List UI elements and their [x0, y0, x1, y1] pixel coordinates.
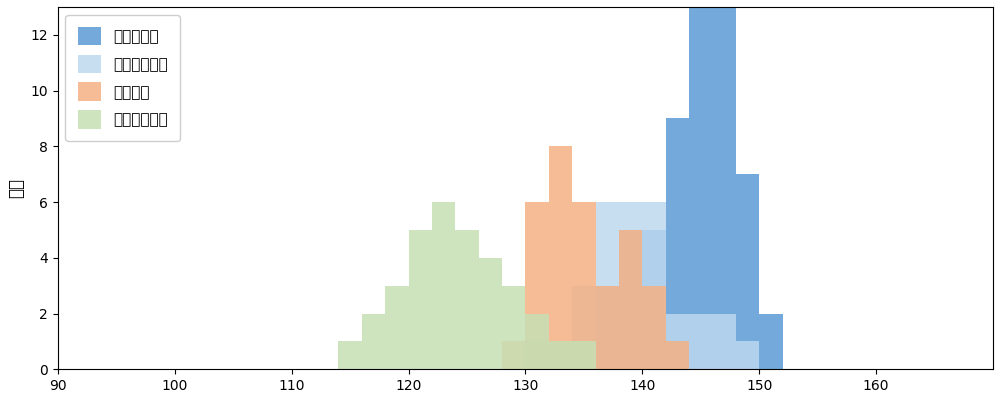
Bar — [736, 342, 759, 369]
Bar — [759, 314, 783, 369]
Bar — [596, 202, 619, 369]
Bar — [642, 230, 666, 369]
Bar — [619, 202, 642, 369]
Bar — [479, 258, 502, 369]
Bar — [689, 0, 712, 369]
Bar — [432, 202, 455, 369]
Bar — [736, 174, 759, 369]
Bar — [666, 118, 689, 369]
Bar — [549, 342, 572, 369]
Bar — [596, 286, 619, 369]
Bar — [455, 230, 479, 369]
Bar — [572, 286, 596, 369]
Bar — [525, 314, 549, 369]
Bar — [549, 342, 572, 369]
Bar — [502, 286, 525, 369]
Bar — [619, 230, 642, 369]
Bar — [572, 202, 596, 369]
Bar — [502, 342, 525, 369]
Bar — [666, 342, 689, 369]
Bar — [619, 230, 642, 369]
Bar — [525, 202, 549, 369]
Bar — [596, 286, 619, 369]
Bar — [642, 286, 666, 369]
Bar — [525, 342, 549, 369]
Bar — [572, 342, 596, 369]
Bar — [712, 0, 736, 369]
Bar — [409, 230, 432, 369]
Bar — [549, 146, 572, 369]
Bar — [666, 314, 689, 369]
Bar — [385, 286, 409, 369]
Bar — [338, 342, 362, 369]
Bar — [642, 202, 666, 369]
Bar — [689, 314, 712, 369]
Bar — [712, 314, 736, 369]
Bar — [362, 314, 385, 369]
Y-axis label: 球数: 球数 — [7, 178, 25, 198]
Legend: ストレート, カットボール, フォーク, パワーカーブ: ストレート, カットボール, フォーク, パワーカーブ — [65, 14, 180, 141]
